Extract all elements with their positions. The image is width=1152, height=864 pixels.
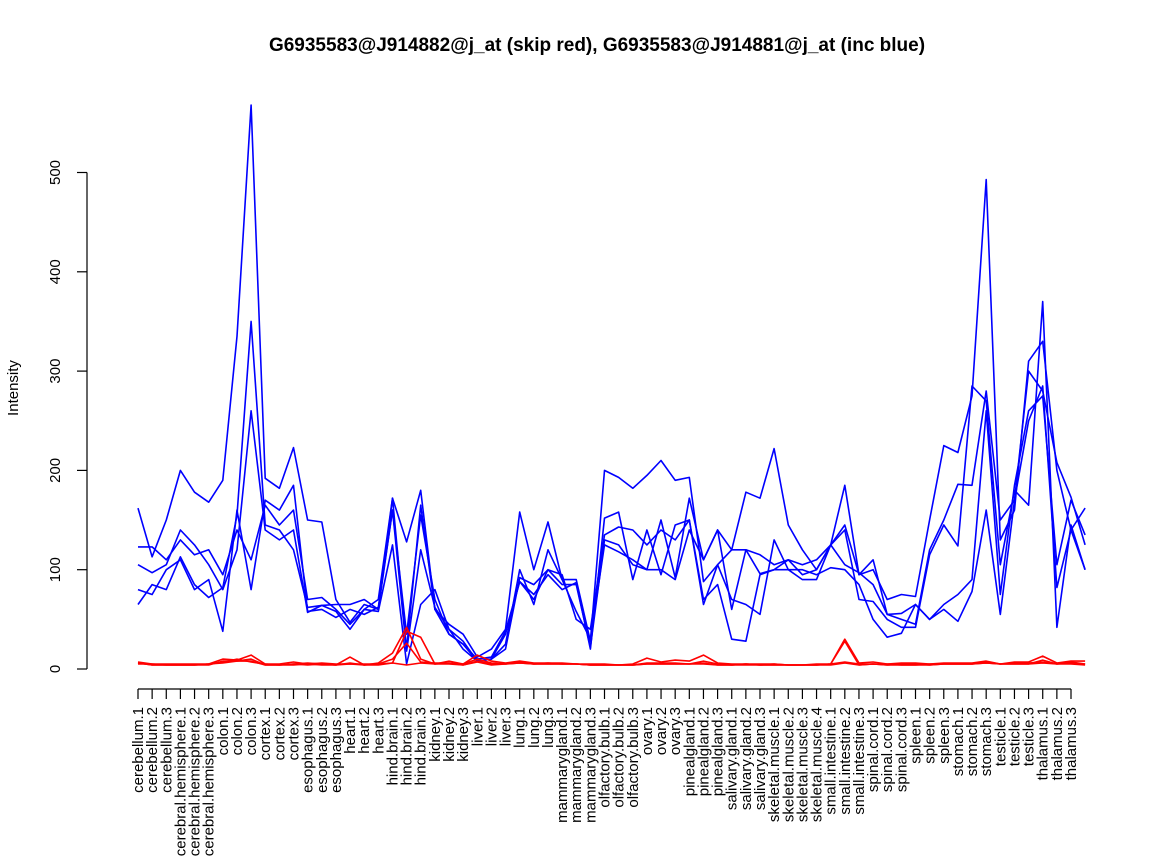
x-tick-label: spleen.3 xyxy=(936,707,953,764)
x-tick-label: mammarygland.3 xyxy=(582,707,599,823)
x-tick-label: small.intestine.2 xyxy=(837,707,854,815)
x-tick-label: ovary.2 xyxy=(653,707,670,755)
x-tick-label: cerebellum.3 xyxy=(158,707,175,793)
x-tick-label: testicle.3 xyxy=(1021,707,1038,766)
series-line-3 xyxy=(137,300,1086,662)
x-tick-label: stomach.3 xyxy=(978,707,995,776)
series-line-2 xyxy=(138,370,1086,660)
series-line-4 xyxy=(137,320,1086,665)
y-tick-label: 500 xyxy=(47,160,64,185)
x-tick-label: cortex.3 xyxy=(286,707,303,760)
x-tick-label: cerebral.hemisphere.2 xyxy=(187,707,204,856)
x-tick-label: ovary.1 xyxy=(639,707,656,755)
x-tick-label: liver.3 xyxy=(498,707,515,746)
x-tick-label: ovary.3 xyxy=(667,707,684,755)
series-line-9 xyxy=(137,660,1086,666)
y-tick-label: 200 xyxy=(47,458,64,483)
x-tick-label: liver.1 xyxy=(469,707,486,746)
x-tick-label: cerebellum.1 xyxy=(130,707,147,793)
y-axis: 0 100 200 300 400 500 xyxy=(47,160,88,673)
x-tick-label: colon.1 xyxy=(215,707,232,755)
x-tick-label: esophagus.2 xyxy=(314,707,331,793)
x-tick-label: heart.2 xyxy=(356,707,373,754)
x-tick-label: skeletal.muscle.1 xyxy=(766,707,783,822)
x-tick-label: kidney.1 xyxy=(427,707,444,762)
x-tick-label: thalamus.1 xyxy=(1035,707,1052,780)
x-tick-label: cortex.2 xyxy=(271,707,288,760)
x-tick-label: kidney.3 xyxy=(455,707,472,762)
series-layer xyxy=(137,104,1086,666)
x-tick-label: cerebral.hemisphere.3 xyxy=(201,707,218,856)
chart-title: G6935583@J914882@j_at (skip red), G69355… xyxy=(269,35,925,56)
series-line-8 xyxy=(137,642,1086,666)
y-tick-label: 300 xyxy=(47,359,64,384)
x-tick-label: skeletal.muscle.2 xyxy=(780,707,797,822)
series-line-1 xyxy=(137,104,1086,658)
x-tick-label: colon.3 xyxy=(243,707,260,755)
x-tick-label: hind.brain.1 xyxy=(384,707,401,785)
x-tick-label: liver.2 xyxy=(483,707,500,746)
series-line-5 xyxy=(137,395,1086,662)
x-tick-label: olfactory.bulb.2 xyxy=(611,707,628,808)
x-tick-label: colon.2 xyxy=(229,707,246,755)
x-tick-label: cerebellum.2 xyxy=(144,707,161,793)
x-tick-label: kidney.2 xyxy=(441,707,458,762)
x-tick-label: olfactory.bulb.3 xyxy=(625,707,642,808)
x-tick-label: pinealgland.3 xyxy=(710,707,727,796)
x-tick-label: cerebral.hemisphere.1 xyxy=(172,707,189,856)
series-line-6 xyxy=(137,626,1086,666)
x-tick-label: cortex.1 xyxy=(257,707,274,760)
y-tick-label: 100 xyxy=(47,557,64,582)
x-tick-label: hind.brain.2 xyxy=(399,707,416,785)
y-tick-label: 400 xyxy=(47,259,64,284)
x-tick-label: pinealgland.1 xyxy=(681,707,698,796)
x-tick-label: lung.1 xyxy=(512,707,529,748)
x-tick-label: pinealgland.2 xyxy=(695,707,712,796)
x-tick-label: olfactory.bulb.1 xyxy=(597,707,614,808)
x-tick-label: skeletal.muscle.4 xyxy=(809,707,826,822)
x-tick-label: esophagus.1 xyxy=(300,707,317,793)
x-tick-label: testicle.2 xyxy=(1006,707,1023,766)
x-tick-label: stomach.2 xyxy=(964,707,981,776)
x-tick-label: spinal.cord.1 xyxy=(865,707,882,792)
x-tick-label: heart.1 xyxy=(342,707,359,754)
x-tick-label: skeletal.muscle.3 xyxy=(794,707,811,822)
x-tick-label: mammarygland.1 xyxy=(554,707,571,823)
x-tick-label: stomach.1 xyxy=(950,707,967,776)
x-axis: cerebellum.1cerebellum.2cerebellum.3cere… xyxy=(130,688,1080,856)
x-tick-label: lung.2 xyxy=(526,707,543,748)
x-tick-label: esophagus.3 xyxy=(328,707,345,793)
x-tick-label: spinal.cord.3 xyxy=(893,707,910,792)
x-tick-label: small.intestine.1 xyxy=(823,707,840,815)
x-tick-label: heart.3 xyxy=(370,707,387,754)
x-tick-label: spleen.1 xyxy=(908,707,925,764)
y-tick-label: 0 xyxy=(47,665,64,673)
x-tick-label: spleen.2 xyxy=(922,707,939,764)
x-tick-label: spinal.cord.2 xyxy=(879,707,896,792)
y-axis-label: Intensity xyxy=(5,360,22,416)
x-tick-label: salivary.gland.3 xyxy=(752,707,769,810)
x-tick-label: hind.brain.3 xyxy=(413,707,430,785)
x-tick-label: small.intestine.3 xyxy=(851,707,868,815)
x-tick-label: thalamus.2 xyxy=(1049,707,1066,780)
x-tick-label: salivary.gland.1 xyxy=(724,707,741,810)
series-line-7 xyxy=(138,630,1086,666)
x-tick-label: testicle.1 xyxy=(992,707,1009,766)
x-tick-label: thalamus.3 xyxy=(1063,707,1080,780)
x-tick-label: mammarygland.2 xyxy=(568,707,585,823)
x-tick-label: salivary.gland.2 xyxy=(738,707,755,810)
x-tick-label: lung.3 xyxy=(540,707,557,748)
